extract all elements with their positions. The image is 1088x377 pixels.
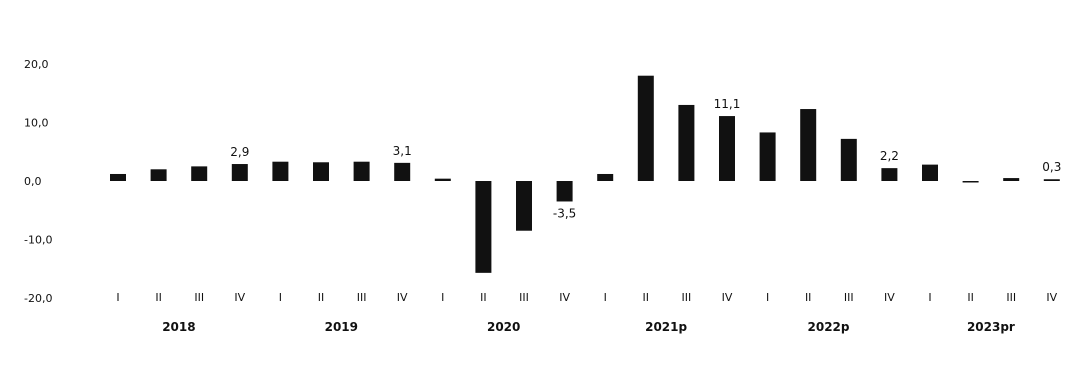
bar [353, 161, 370, 181]
x-tick-label: I [766, 291, 769, 304]
year-label: 2019 [325, 320, 358, 334]
data-label: -3,5 [553, 206, 576, 220]
data-label: 3,1 [393, 144, 412, 158]
x-axis-quarter-labels: I II III IV I II III IV I II III IV I II III IV I II III IV… [116, 291, 1057, 304]
x-tick-label: III [844, 291, 854, 304]
data-labels: 2,9 3,1 -3,5 11,1 2,2 0,3 [230, 97, 1061, 220]
bar [475, 181, 492, 273]
bar [759, 132, 776, 181]
bar [719, 116, 735, 181]
x-tick-label: III [682, 291, 692, 304]
data-label: 2,9 [230, 145, 249, 159]
y-tick-label: 20,0 [24, 58, 49, 71]
y-tick-label: 10,0 [24, 117, 49, 130]
x-tick-label: IV [234, 291, 245, 304]
y-axis-ticks: 20,0 10,0 0,0 -10,0 -20,0 [24, 58, 52, 305]
bar [556, 181, 573, 202]
bar [597, 173, 614, 181]
x-tick-label: II [805, 291, 812, 304]
x-tick-label: II [318, 291, 325, 304]
bar [313, 162, 329, 181]
x-tick-label: III [194, 291, 204, 304]
bar [962, 181, 979, 183]
x-tick-label: III [1006, 291, 1016, 304]
bar [678, 104, 695, 181]
x-tick-label: IV [397, 291, 408, 304]
x-tick-label: II [480, 291, 487, 304]
year-label: 2020 [487, 320, 520, 334]
bar [110, 173, 126, 181]
bar [394, 162, 411, 181]
bar [1043, 179, 1060, 181]
bar [922, 164, 938, 181]
bar [191, 166, 208, 181]
x-tick-label: I [604, 291, 607, 304]
x-tick-label: III [519, 291, 529, 304]
x-tick-label: III [357, 291, 367, 304]
bar [231, 164, 248, 181]
data-label: 0,3 [1042, 160, 1061, 174]
bar [150, 169, 167, 181]
bar [516, 181, 532, 231]
x-tick-label: I [928, 291, 931, 304]
year-label: 2022p [808, 320, 850, 334]
x-tick-label: II [967, 291, 974, 304]
bar [272, 161, 289, 181]
bars [110, 75, 1060, 273]
x-tick-label: IV [722, 291, 733, 304]
bar [434, 178, 451, 181]
y-tick-label: -20,0 [24, 292, 52, 305]
x-tick-label: II [155, 291, 162, 304]
x-tick-label: II [643, 291, 650, 304]
y-tick-label: -10,0 [24, 234, 52, 247]
data-label: 11,1 [714, 97, 741, 111]
year-label: 2023pr [967, 320, 1015, 334]
x-tick-label: I [279, 291, 282, 304]
data-label: 2,2 [880, 149, 899, 163]
x-tick-label: I [116, 291, 119, 304]
bar [840, 138, 857, 181]
bar [881, 168, 898, 181]
x-axis-year-labels: 2018 2019 2020 2021p 2022p 2023pr [162, 320, 1015, 334]
year-label: 2018 [162, 320, 195, 334]
bar [637, 75, 654, 181]
y-tick-label: 0,0 [24, 175, 42, 188]
bar [800, 109, 817, 181]
x-tick-label: IV [884, 291, 895, 304]
bar [1003, 178, 1020, 181]
x-tick-label: I [441, 291, 444, 304]
year-label: 2021p [645, 320, 687, 334]
x-tick-label: IV [559, 291, 570, 304]
x-tick-label: IV [1046, 291, 1057, 304]
